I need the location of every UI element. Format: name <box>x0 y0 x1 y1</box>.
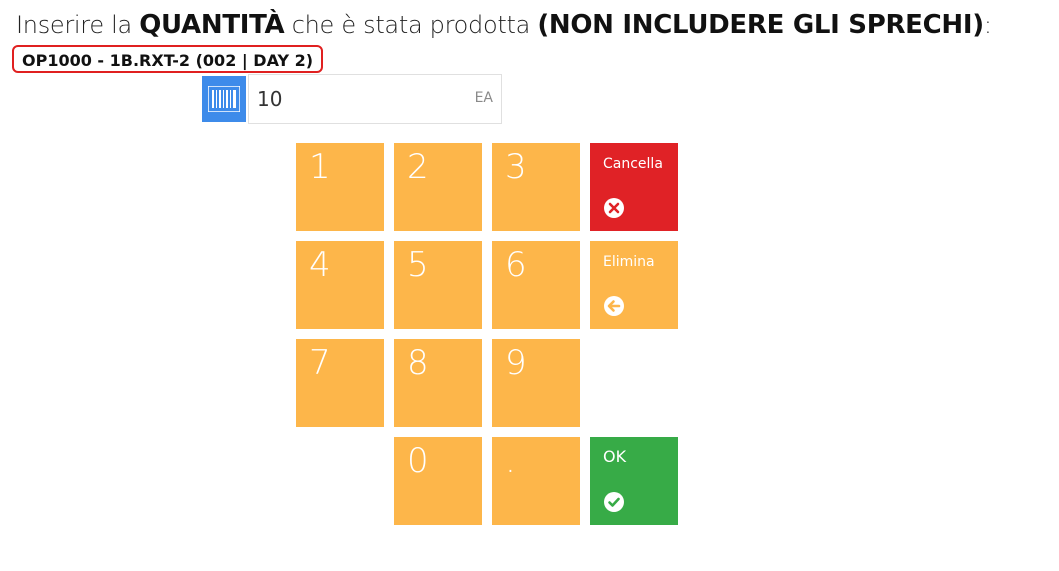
arrow-left-circle-icon <box>604 296 624 316</box>
prompt-text: Inserire la QUANTITÀ che è stata prodott… <box>16 6 992 44</box>
key-decimal-point[interactable]: . <box>492 437 580 525</box>
key-7-label: 7 <box>309 343 331 383</box>
key-decimal-point-label: . <box>505 441 516 481</box>
key-0[interactable]: 0 <box>394 437 482 525</box>
key-7[interactable]: 7 <box>296 339 384 427</box>
key-0-label: 0 <box>407 441 429 481</box>
key-6[interactable]: 6 <box>492 241 580 329</box>
key-2[interactable]: 2 <box>394 143 482 231</box>
barcode-icon <box>208 86 240 112</box>
key-8-label: 8 <box>407 343 429 383</box>
key-5-label: 5 <box>407 245 429 285</box>
prompt-part-2: che è stata prodotta <box>284 11 538 39</box>
cancel-button[interactable]: Cancella <box>590 143 678 231</box>
quantity-field[interactable]: EA <box>248 74 502 124</box>
delete-button[interactable]: Elimina <box>590 241 678 329</box>
barcode-scan-button[interactable] <box>202 76 246 122</box>
key-2-label: 2 <box>407 147 429 187</box>
operation-badge: OP1000 - 1B.RXT-2 (002 | DAY 2) <box>12 45 324 73</box>
check-circle-icon <box>604 492 624 512</box>
key-8[interactable]: 8 <box>394 339 482 427</box>
key-4[interactable]: 4 <box>296 241 384 329</box>
prompt-part-1: Inserire la <box>16 11 140 39</box>
prompt-part-3: : <box>983 11 992 39</box>
prompt-emphasis-quantity: QUANTITÀ <box>139 10 285 40</box>
cancel-label: Cancella <box>603 156 663 172</box>
key-5[interactable]: 5 <box>394 241 482 329</box>
key-3[interactable]: 3 <box>492 143 580 231</box>
key-9[interactable]: 9 <box>492 339 580 427</box>
key-4-label: 4 <box>309 245 331 285</box>
key-3-label: 3 <box>505 147 527 187</box>
key-9-label: 9 <box>505 343 527 383</box>
prompt-emphasis-no-waste: (NON INCLUDERE GLI SPRECHI) <box>537 10 984 40</box>
ok-label: OK <box>603 447 627 466</box>
quantity-input-group: EA <box>202 74 502 124</box>
unit-label: EA <box>474 90 493 106</box>
key-1-label: 1 <box>309 147 331 187</box>
key-6-label: 6 <box>505 245 527 285</box>
delete-label: Elimina <box>603 254 655 270</box>
ok-button[interactable]: OK <box>590 437 678 525</box>
key-1[interactable]: 1 <box>296 143 384 231</box>
quantity-input[interactable] <box>249 86 459 112</box>
times-circle-icon <box>604 198 624 218</box>
